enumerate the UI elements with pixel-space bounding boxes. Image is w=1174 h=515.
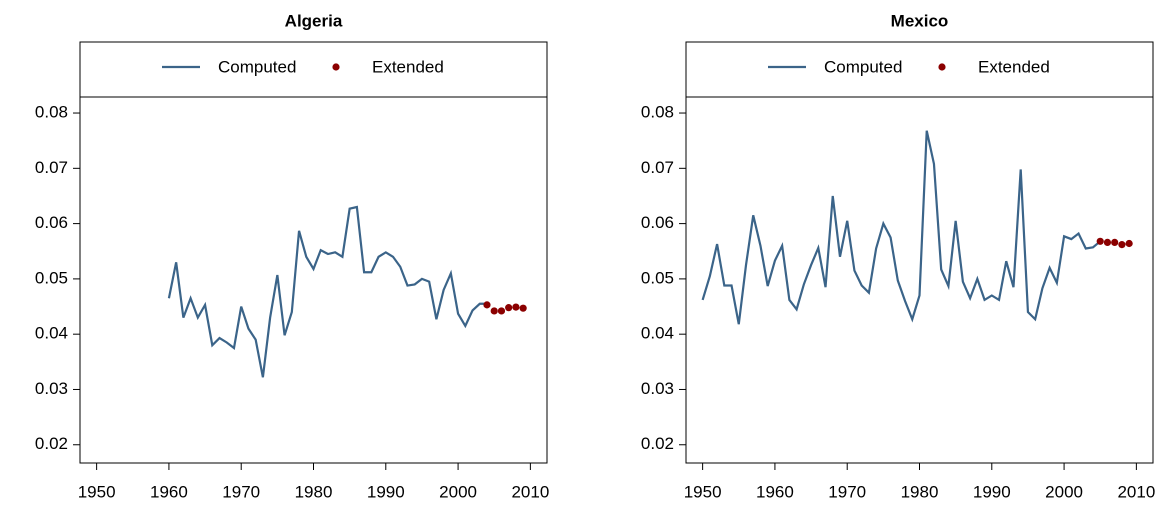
y-tick-label: 0.02 xyxy=(641,434,674,453)
y-tick-label: 0.03 xyxy=(35,379,68,398)
point xyxy=(497,307,506,315)
x-tick-label: 2010 xyxy=(511,482,549,501)
x-tick-label: 2010 xyxy=(1117,482,1155,501)
chart-title: Algeria xyxy=(285,11,343,30)
point xyxy=(1103,238,1112,247)
legend-box xyxy=(685,41,1154,98)
point xyxy=(1125,239,1133,248)
series-line xyxy=(167,205,487,378)
legend-label: Extended xyxy=(372,57,444,76)
y-tick-label: 0.08 xyxy=(641,103,674,122)
series-line xyxy=(701,130,1101,325)
x-tick-label: 1970 xyxy=(222,482,260,501)
x-tick-label: 1990 xyxy=(367,482,405,501)
y-tick-label: 0.05 xyxy=(35,268,68,287)
legend-dot xyxy=(938,63,946,71)
point xyxy=(519,304,527,312)
y-tick-label: 0.07 xyxy=(641,158,674,177)
y-tick-label: 0.05 xyxy=(641,268,674,287)
x-tick-label: 1950 xyxy=(78,482,116,501)
legend-label: Computed xyxy=(824,57,902,76)
point xyxy=(505,304,513,312)
y-tick-label: 0.07 xyxy=(35,158,68,177)
y-tick-label: 0.06 xyxy=(641,213,674,232)
y-tick-label: 0.08 xyxy=(35,103,68,122)
legend-box xyxy=(79,41,548,98)
chart-title: Mexico xyxy=(891,11,949,30)
x-tick-label: 1990 xyxy=(973,482,1011,501)
y-tick-label: 0.04 xyxy=(35,324,68,343)
legend-label: Computed xyxy=(218,57,296,76)
x-tick-label: 1950 xyxy=(684,482,722,501)
x-tick-label: 1960 xyxy=(150,482,188,501)
plot-box xyxy=(79,96,548,464)
legend-label: Extended xyxy=(978,57,1050,76)
y-tick-label: 0.06 xyxy=(35,213,68,232)
x-tick-label: 1960 xyxy=(756,482,794,501)
x-tick-label: 1980 xyxy=(295,482,333,501)
point xyxy=(512,303,520,311)
point xyxy=(483,301,491,309)
x-tick-label: 2000 xyxy=(1045,482,1083,501)
x-tick-label: 2000 xyxy=(439,482,477,501)
y-tick-label: 0.03 xyxy=(641,379,674,398)
x-tick-label: 1980 xyxy=(901,482,939,501)
point xyxy=(1096,237,1104,245)
point xyxy=(490,307,498,315)
y-tick-label: 0.02 xyxy=(35,434,68,453)
point xyxy=(1111,238,1119,247)
x-tick-label: 1970 xyxy=(828,482,866,501)
y-tick-label: 0.04 xyxy=(641,324,674,343)
point xyxy=(1118,241,1126,249)
legend-dot xyxy=(332,63,340,71)
